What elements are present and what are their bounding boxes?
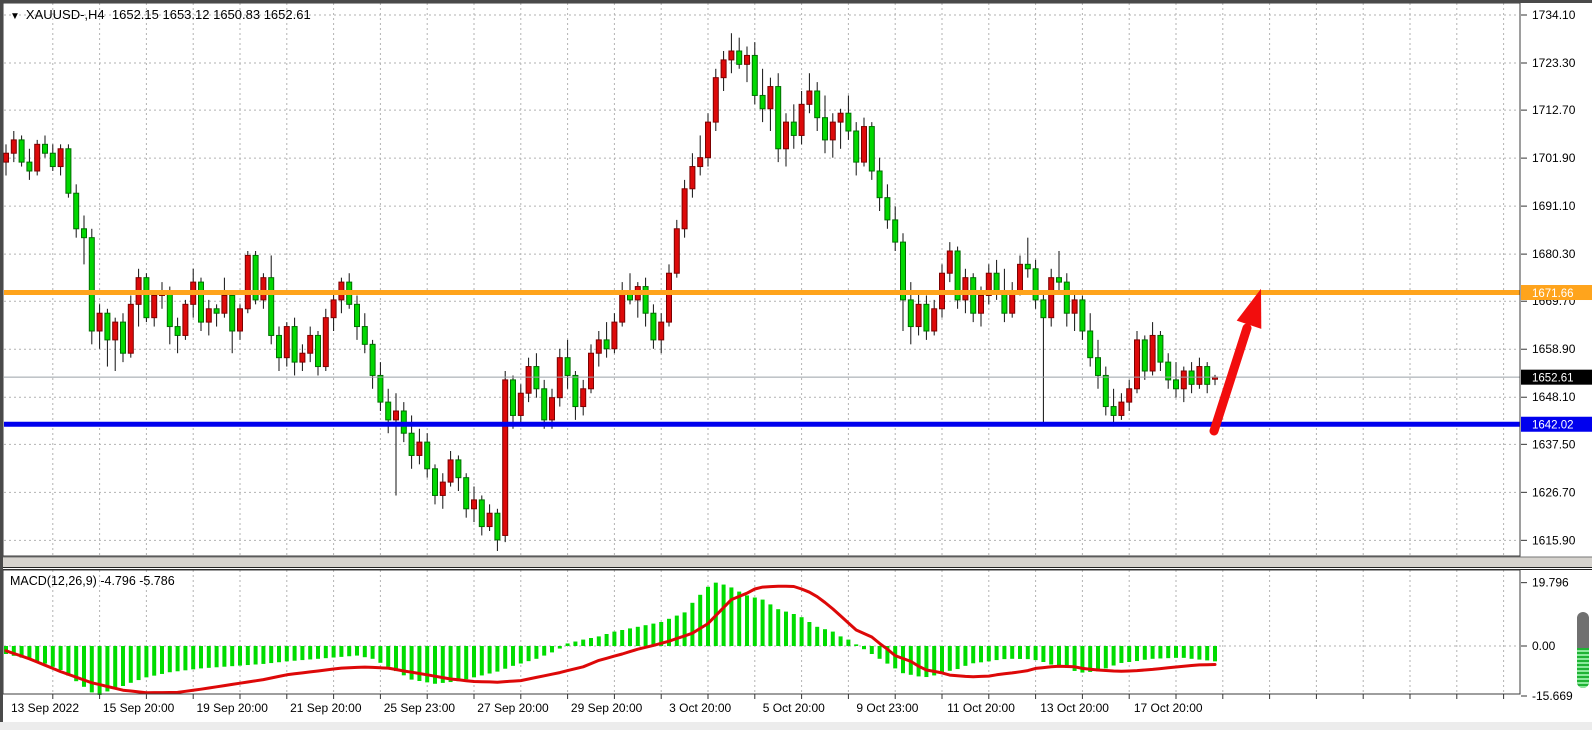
time-axis-label: 5 Oct 20:00 [763, 701, 825, 715]
price-axis-tick: 1701.90 [1532, 151, 1576, 165]
resistance-price-badge: 1671.66 [1521, 285, 1592, 301]
time-axis-label: 29 Sep 20:00 [571, 701, 643, 715]
price-gridlines-and-labels: 1734.10 1723.30 1712.70 1701.90 1691.10 1680.… [4, 8, 1576, 547]
window-border-left [0, 0, 3, 722]
time-axis-label: 19 Sep 20:00 [196, 701, 268, 715]
chart-title: ▼ XAUUSD-,H4 1652.15 1653.12 1650.83 1652… [10, 7, 311, 22]
svg-text:1652.61: 1652.61 [1532, 373, 1574, 385]
price-axis-tick: 1637.50 [1532, 437, 1576, 451]
trend-arrow-annotation[interactable] [1209, 288, 1262, 436]
price-axis-tick: 1626.70 [1532, 485, 1576, 499]
macd-indicator-label: MACD(12,26,9) -4.796 -5.786 [10, 574, 175, 588]
price-axis-tick: 1712.70 [1532, 103, 1576, 117]
price-axis-tick: 1734.10 [1532, 8, 1576, 22]
window-border-top [0, 0, 1592, 3]
symbol-timeframe-label: XAUUSD-,H4 [25, 7, 105, 22]
time-axis-label: 27 Sep 20:00 [477, 701, 549, 715]
current-price-price-badge: 1652.61 [1521, 369, 1592, 385]
time-axis-label: 21 Sep 20:00 [290, 701, 362, 715]
macd-values: -4.796 -5.786 [100, 574, 175, 588]
svg-text:1642.02: 1642.02 [1532, 420, 1574, 432]
main-pane[interactable] [3, 3, 1520, 556]
macd-axis-labels: 19.796 0.00 -15.669 [1521, 576, 1573, 703]
time-axis-label: 9 Oct 23:00 [856, 701, 918, 715]
price-axis-tick: 1680.30 [1532, 247, 1576, 261]
macd-signal-line [4, 584, 1217, 695]
macd-name: MACD(12,26,9) [10, 574, 97, 588]
time-axis-label: 3 Oct 20:00 [669, 701, 731, 715]
time-axis-label: 11 Oct 20:00 [947, 701, 1015, 715]
time-axis-label: 17 Oct 20:00 [1134, 701, 1203, 715]
macd-pane-border [2, 569, 1521, 695]
symbol-dropdown-icon[interactable]: ▼ [10, 11, 20, 22]
window-bottom-strip [0, 722, 1592, 730]
macd-axis-tick: 19.796 [1532, 576, 1569, 590]
time-axis-label: 13 Oct 20:00 [1040, 701, 1109, 715]
pane-separator[interactable] [0, 557, 1592, 568]
price-axis-tick: 1648.10 [1532, 390, 1576, 404]
price-axis-tick: 1658.90 [1532, 342, 1576, 356]
svg-text:1671.66: 1671.66 [1532, 288, 1574, 300]
macd-histogram [4, 582, 1217, 695]
time-axis: 13 Sep 2022 15 Sep 20:00 19 Sep 20:00 21 Se… [11, 694, 1505, 715]
scrollbar-thumb[interactable] [1577, 612, 1589, 688]
scrollbar-stripes [1577, 648, 1589, 688]
macd-axis-tick: -15.669 [1532, 689, 1573, 703]
time-axis-label: 15 Sep 20:00 [103, 701, 175, 715]
price-axis-tick: 1691.10 [1532, 199, 1576, 213]
ohlc-readout: 1652.15 1653.12 1650.83 1652.61 [111, 7, 311, 22]
time-axis-label: 25 Sep 23:00 [384, 701, 456, 715]
macd-axis-tick: 0.00 [1532, 639, 1556, 653]
price-axis-tick: 1723.30 [1532, 56, 1576, 70]
price-axis-tick: 1615.90 [1532, 533, 1576, 547]
main-pane-border [2, 2, 1521, 557]
time-axis-label: 13 Sep 2022 [11, 701, 79, 715]
support-price-badge: 1642.02 [1521, 416, 1592, 432]
